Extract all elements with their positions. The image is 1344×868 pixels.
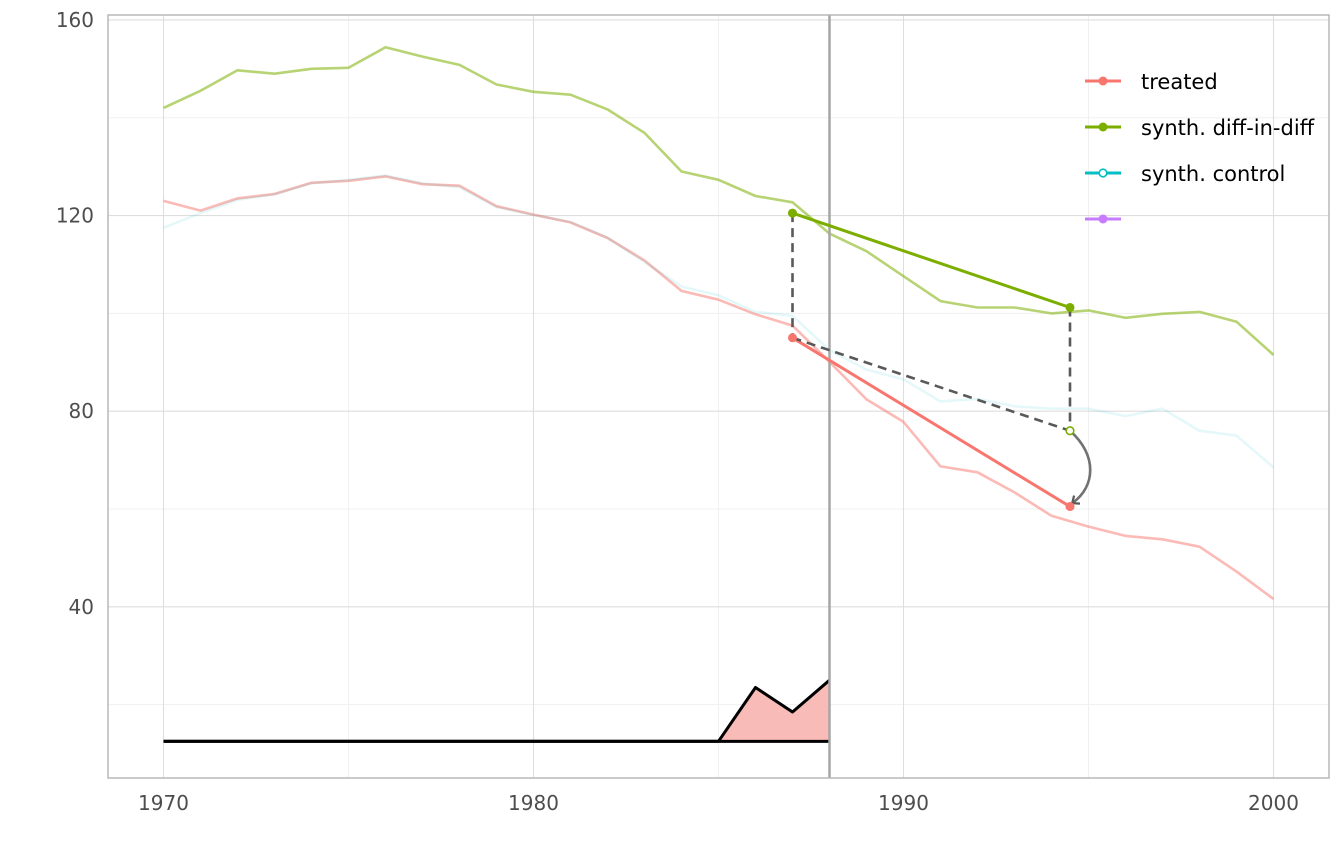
treated-pre-point [788,333,797,343]
grid [108,15,1329,778]
y-tick-label: 80 [69,399,94,423]
x-tick-label: 1970 [138,791,189,815]
legend-item-sc: synth. control [1085,162,1285,186]
x-tick-label: 2000 [1248,791,1299,815]
legend: treated synth. diff-in-diff synth. control [1085,70,1315,224]
counterfactual-dashed-line [792,336,1071,432]
x-tick-label: 1980 [508,791,559,815]
legend-key-point [1098,76,1108,86]
time-weights-area [163,680,830,742]
y-tick-label: 160 [56,8,94,32]
legend-key-point [1098,214,1108,224]
legend-key-point [1098,168,1108,178]
panel-border [107,14,1330,779]
series-layer [162,45,1275,601]
series-line-sc_trajectory [163,174,1275,469]
y-tick-label: 120 [56,204,94,228]
treated-post-point [1065,502,1075,512]
series-line-sdid_trajectory [162,45,1275,356]
annotation-layer [788,15,1092,778]
treated-pre-post-segment [791,336,1071,508]
sdid-pre-point [788,208,797,218]
legend-label: synth. control [1141,162,1285,186]
axes: 1970 1980 1990 2000 40 80 120 160 [56,8,1330,815]
effect-arrow [1069,429,1092,505]
legend-item-treated: treated [1085,70,1218,94]
counterfactual-point [1065,426,1075,436]
legend-item-sdid: synth. diff-in-diff [1085,116,1315,140]
legend-key-point [1098,122,1108,132]
legend-label: treated [1141,70,1218,94]
sdid-pre-post-segment [792,211,1071,309]
sdid-post-point [1065,302,1075,312]
x-tick-label: 1990 [878,791,929,815]
y-tick-label: 40 [69,595,94,619]
series-line-treated_trajectory [163,175,1275,601]
weights-layer [163,679,831,743]
legend-item-fourth [1085,214,1121,224]
legend-label: synth. diff-in-diff [1141,116,1315,140]
